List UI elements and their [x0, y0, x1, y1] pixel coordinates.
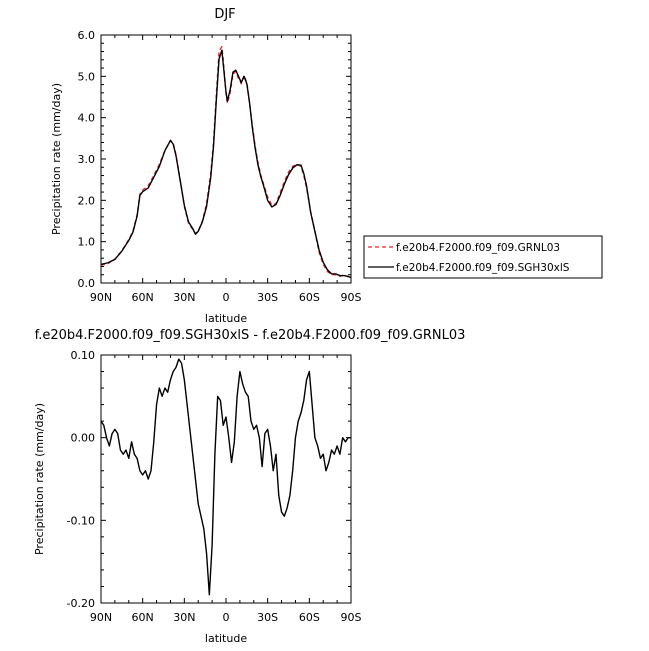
bottom-x-tick-label: 60S — [299, 611, 320, 624]
top-plot-frame — [100, 34, 352, 284]
bottom-x-ticks: 90N 60N 30N 0 30S 60S 90S — [90, 355, 362, 624]
top-x-tick-label: 60S — [299, 291, 320, 304]
bottom-y-tick-label: -0.10 — [67, 514, 95, 527]
top-y-tick-label: 4.0 — [78, 112, 96, 125]
bottom-y-tick-label: 0.00 — [71, 432, 96, 445]
legend-box — [363, 235, 603, 279]
top-y-tick-label: 3.0 — [78, 153, 96, 166]
legend-label-grnl03: f.e20b4.F2000.f09_f09.GRNL03 — [396, 242, 560, 254]
legend-label-sgh30xls: f.e20b4.F2000.f09_f09.SGH30xlS — [396, 262, 570, 274]
bottom-x-tick-label: 90N — [90, 611, 112, 624]
top-y-tick-label: 6.0 — [78, 29, 96, 42]
bottom-y-tick-label: -0.20 — [67, 597, 95, 610]
top-x-ticks: 90N 60N 30N 0 30S 60S 90S — [90, 35, 362, 304]
top-y-tick-label: 0.0 — [78, 277, 96, 290]
bottom-x-tick-label: 90S — [341, 611, 362, 624]
top-x-tick-label: 90N — [90, 291, 112, 304]
bottom-series-line-0 — [100, 358, 351, 596]
top-x-tick-label: 30N — [173, 291, 195, 304]
top-title: DJF — [214, 7, 235, 22]
top-panel: DJF 90N 60N 30N 0 30S 60S 90S 0.0 1.0 2.0 3.0 4.0 5… — [50, 7, 362, 325]
bottom-y-ticks: -0.20 -0.10 0.00 0.10 — [67, 349, 351, 610]
top-x-tick-label: 60N — [132, 291, 154, 304]
bottom-y-tick-label: 0.10 — [71, 349, 96, 362]
bottom-x-tick-label: 30S — [257, 611, 278, 624]
top-series-lines — [100, 45, 352, 279]
bottom-x-tick-label: 60N — [132, 611, 154, 624]
top-series-line-0 — [100, 45, 352, 278]
top-y-tick-label: 2.0 — [78, 194, 96, 207]
bottom-x-axis-label: latitude — [205, 632, 247, 645]
top-y-tick-label: 1.0 — [78, 236, 96, 249]
bottom-panel: f.e20b4.F2000.f09_f09.SGH30xlS - f.e20b4… — [33, 328, 465, 645]
bottom-title: f.e20b4.F2000.f09_f09.SGH30xlS - f.e20b4… — [35, 328, 466, 343]
bottom-plot-frame — [100, 354, 352, 604]
legend: f.e20b4.F2000.f09_f09.GRNL03 f.e20b4.F20… — [363, 235, 603, 279]
bottom-x-tick-label: 30N — [173, 611, 195, 624]
bottom-x-tick-label: 0 — [223, 611, 230, 624]
top-y-tick-label: 5.0 — [78, 70, 96, 83]
top-y-axis-label: Precipitation rate (mm/day) — [50, 83, 63, 235]
top-series-line-1 — [100, 49, 352, 279]
top-x-axis-label: latitude — [205, 312, 247, 325]
top-x-tick-label: 30S — [257, 291, 278, 304]
bottom-series-lines — [100, 358, 351, 596]
top-x-tick-label: 0 — [223, 291, 230, 304]
top-x-tick-label: 90S — [341, 291, 362, 304]
top-y-ticks: 0.0 1.0 2.0 3.0 4.0 5.0 6.0 — [78, 29, 351, 290]
bottom-y-axis-label: Precipitation rate (mm/day) — [33, 403, 46, 555]
